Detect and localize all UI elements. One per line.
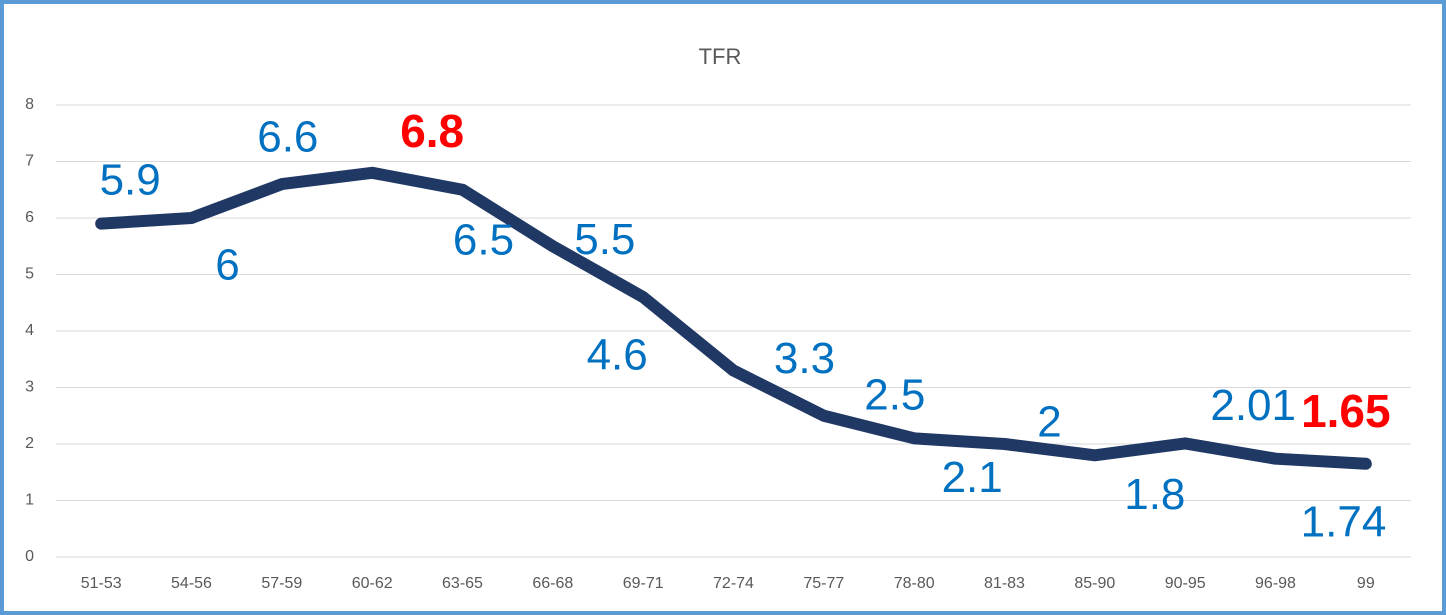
y-tick-label: 7 (25, 153, 34, 170)
data-label: 2.01 (1210, 381, 1296, 430)
x-tick-label: 54-56 (171, 575, 212, 592)
x-tick-label: 85-90 (1074, 575, 1115, 592)
data-label: 6 (215, 241, 239, 290)
y-tick-label: 6 (25, 209, 34, 226)
x-tick-label: 72-74 (713, 575, 754, 592)
y-tick-label: 5 (25, 266, 34, 283)
x-tick-label: 90-95 (1165, 575, 1206, 592)
data-label: 2.1 (942, 453, 1003, 502)
x-tick-label: 60-62 (352, 575, 393, 592)
y-tick-label: 4 (25, 322, 34, 339)
y-tick-label: 2 (25, 435, 34, 452)
data-label: 1.65 (1301, 385, 1391, 437)
data-label: 1.74 (1301, 497, 1387, 546)
data-label: 2 (1037, 398, 1061, 447)
x-tick-label: 75-77 (803, 575, 844, 592)
y-tick-label: 3 (25, 379, 34, 396)
y-tick-label: 1 (25, 492, 34, 509)
x-tick-label: 63-65 (442, 575, 483, 592)
chart-title: TFR (699, 44, 742, 69)
data-label: 6.5 (453, 215, 514, 264)
x-tick-label: 57-59 (261, 575, 302, 592)
x-tick-label: 99 (1357, 575, 1375, 592)
x-tick-label: 51-53 (81, 575, 122, 592)
y-tick-label: 8 (25, 96, 34, 113)
x-tick-label: 81-83 (984, 575, 1025, 592)
data-line (95, 166, 1372, 470)
data-label: 6.8 (400, 105, 464, 157)
data-label: 4.6 (587, 331, 648, 380)
data-label: 5.5 (574, 215, 635, 264)
data-label: 5.9 (100, 155, 161, 204)
data-label: 3.3 (774, 334, 835, 383)
data-label: 6.6 (257, 113, 318, 162)
x-tick-label: 66-68 (532, 575, 573, 592)
data-label: 1.8 (1124, 470, 1185, 519)
x-tick-label: 69-71 (623, 575, 664, 592)
y-tick-label: 0 (25, 548, 34, 565)
x-tick-label: 96-98 (1255, 575, 1296, 592)
data-label: 2.5 (864, 370, 925, 419)
x-tick-label: 78-80 (894, 575, 935, 592)
